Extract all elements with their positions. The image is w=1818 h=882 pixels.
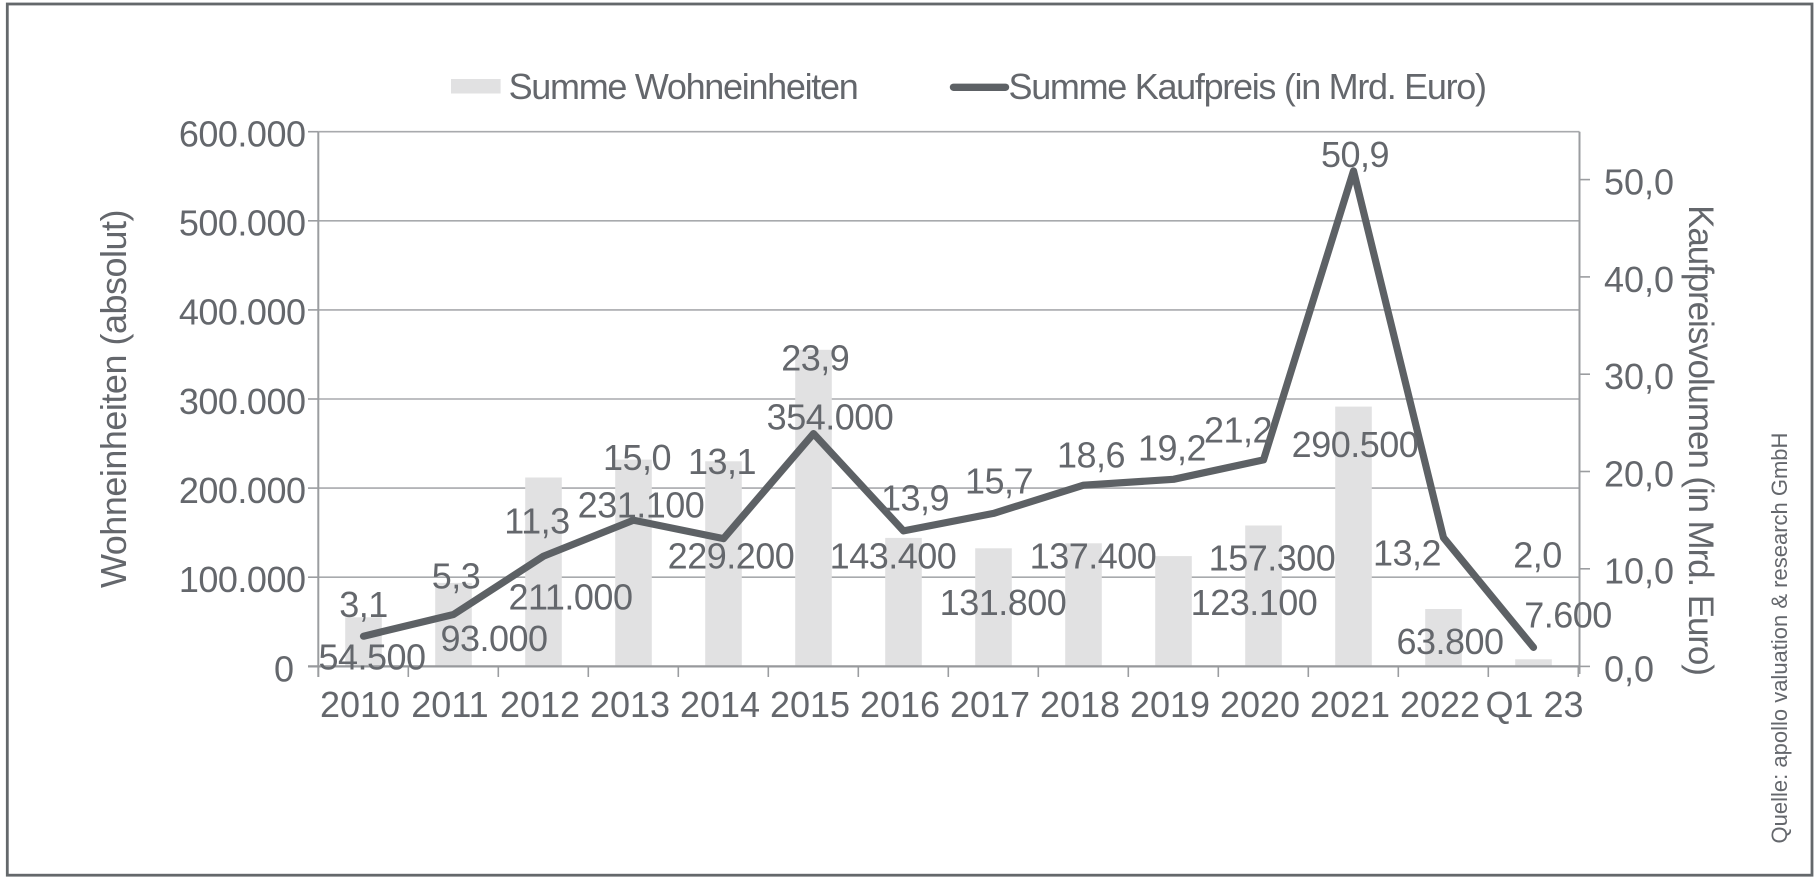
svg-text:2018: 2018	[1040, 684, 1120, 725]
svg-text:354.000: 354.000	[767, 397, 894, 438]
svg-text:2021: 2021	[1310, 684, 1390, 725]
svg-text:2013: 2013	[590, 684, 670, 725]
svg-text:2014: 2014	[680, 684, 760, 725]
svg-text:93.000: 93.000	[440, 618, 547, 659]
svg-text:13,1: 13,1	[688, 441, 756, 482]
svg-text:131.800: 131.800	[940, 582, 1067, 623]
svg-text:7.600: 7.600	[1524, 595, 1612, 636]
svg-text:600.000: 600.000	[179, 114, 306, 155]
svg-text:3,1: 3,1	[339, 584, 388, 625]
svg-text:30,0: 30,0	[1604, 356, 1674, 397]
svg-text:2015: 2015	[770, 684, 850, 725]
svg-text:0: 0	[274, 648, 294, 689]
svg-text:19,2: 19,2	[1138, 428, 1206, 469]
svg-text:15,0: 15,0	[603, 437, 671, 478]
svg-text:137.400: 137.400	[1030, 536, 1157, 577]
svg-text:5,3: 5,3	[432, 556, 481, 597]
svg-text:15,7: 15,7	[965, 461, 1033, 502]
svg-text:54.500: 54.500	[318, 637, 425, 678]
svg-text:2019: 2019	[1130, 684, 1210, 725]
svg-text:157.300: 157.300	[1209, 538, 1336, 579]
svg-text:23,9: 23,9	[781, 338, 849, 379]
svg-text:211.000: 211.000	[509, 577, 633, 618]
svg-text:200.000: 200.000	[179, 470, 306, 511]
svg-text:290.500: 290.500	[1292, 424, 1419, 465]
svg-text:300.000: 300.000	[179, 381, 306, 422]
svg-text:500.000: 500.000	[179, 203, 306, 244]
svg-text:2012: 2012	[500, 684, 580, 725]
svg-text:400.000: 400.000	[179, 292, 306, 333]
svg-text:40,0: 40,0	[1604, 259, 1674, 300]
svg-text:10,0: 10,0	[1604, 551, 1674, 592]
svg-text:143.400: 143.400	[830, 536, 957, 577]
svg-text:50,0: 50,0	[1604, 162, 1674, 203]
svg-text:123.100: 123.100	[1191, 582, 1318, 623]
svg-text:2017: 2017	[950, 684, 1030, 725]
svg-text:2020: 2020	[1220, 684, 1300, 725]
svg-text:2022: 2022	[1400, 684, 1480, 725]
svg-text:50,9: 50,9	[1321, 134, 1389, 175]
svg-text:100.000: 100.000	[179, 559, 306, 600]
svg-text:0,0: 0,0	[1604, 648, 1654, 689]
svg-text:229.200: 229.200	[668, 536, 795, 577]
svg-text:13,2: 13,2	[1373, 533, 1441, 574]
svg-text:11,3: 11,3	[504, 501, 569, 542]
svg-text:Summe Kaufpreis (in Mrd. Euro): Summe Kaufpreis (in Mrd. Euro)	[1009, 66, 1486, 107]
svg-text:13,9: 13,9	[881, 478, 949, 519]
svg-text:18,6: 18,6	[1057, 435, 1125, 476]
svg-text:Kaufpreisvolumen (in Mrd. Euro: Kaufpreisvolumen (in Mrd. Euro)	[1681, 205, 1720, 675]
svg-text:2011: 2011	[411, 684, 488, 725]
svg-text:2010: 2010	[320, 684, 400, 725]
svg-text:21,2: 21,2	[1204, 410, 1272, 451]
svg-text:231.100: 231.100	[578, 485, 705, 526]
svg-text:20,0: 20,0	[1604, 453, 1674, 494]
svg-text:63.800: 63.800	[1396, 621, 1503, 662]
svg-text:Wohneinheiten (absolut): Wohneinheiten (absolut)	[93, 210, 134, 588]
svg-text:2,0: 2,0	[1513, 535, 1562, 576]
svg-text:Quelle: apollo valuation & res: Quelle: apollo valuation & research GmbH	[1767, 433, 1792, 844]
svg-text:Q1 23: Q1 23	[1485, 684, 1583, 725]
svg-text:2016: 2016	[860, 684, 940, 725]
svg-text:Summe Wohneinheiten: Summe Wohneinheiten	[509, 66, 858, 107]
